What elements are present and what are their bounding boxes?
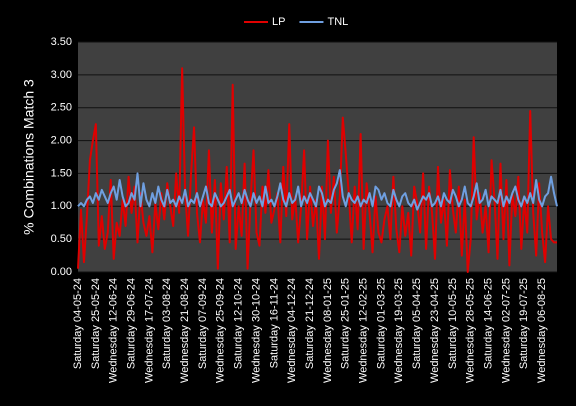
x-tick-label: Wednesday 04-12-24 bbox=[286, 278, 298, 383]
y-axis-label: % Combinations Match 3 bbox=[21, 79, 37, 235]
x-tick-label: Saturday 01-03-25 bbox=[375, 278, 387, 369]
x-tick-label: Saturday 04-05-24 bbox=[72, 278, 84, 369]
x-tick-label: Saturday 07-09-24 bbox=[197, 278, 209, 369]
x-tick-label: Wednesday 06-08-25 bbox=[536, 278, 548, 383]
y-tick-label: 0.50 bbox=[51, 233, 72, 245]
x-tick-label: Saturday 16-11-24 bbox=[268, 278, 280, 368]
x-tick-label: Saturday 03-08-24 bbox=[161, 278, 173, 369]
x-tick-label: Saturday 25-01-25 bbox=[340, 278, 352, 369]
x-tick-label: Saturday 10-05-25 bbox=[447, 278, 459, 369]
x-tick-label: Saturday 25-05-24 bbox=[90, 278, 102, 369]
x-tick-label: Wednesday 28-05-25 bbox=[465, 278, 477, 383]
y-tick-label: 1.50 bbox=[51, 167, 72, 179]
y-tick-label: 2.50 bbox=[51, 102, 72, 114]
line-series bbox=[77, 169, 558, 211]
x-tick-label: Wednesday 25-09-24 bbox=[215, 278, 227, 383]
x-tick-label: Saturday 12-10-24 bbox=[233, 278, 245, 369]
x-tick-label: Wednesday 23-04-25 bbox=[429, 278, 441, 383]
line-series bbox=[77, 67, 557, 273]
x-tick-label: Wednesday 19-03-25 bbox=[393, 278, 405, 383]
x-tick-label: Wednesday 30-10-24 bbox=[250, 278, 262, 383]
y-tick-label: 3.00 bbox=[51, 69, 72, 81]
x-tick-label: Wednesday 08-01-25 bbox=[322, 278, 334, 383]
x-tick-label: Wednesday 02-07-25 bbox=[500, 278, 512, 383]
x-tick-label: Wednesday 12-06-24 bbox=[108, 278, 120, 383]
y-tick-label: 1.00 bbox=[51, 200, 72, 212]
x-tick-label: Wednesday 12-02-25 bbox=[358, 278, 370, 383]
x-tick-label: Saturday 19-07-25 bbox=[518, 278, 530, 369]
y-tick-label: 3.50 bbox=[51, 36, 72, 48]
legend-label: LP bbox=[272, 16, 285, 28]
x-tick-label: Wednesday 21-08-24 bbox=[179, 278, 191, 383]
x-tick-label: Saturday 21-12-24 bbox=[304, 278, 316, 369]
x-tick-label: Saturday 05-04-25 bbox=[411, 278, 423, 369]
y-tick-label: 0.00 bbox=[51, 266, 72, 278]
x-tick-label: Saturday 29-06-24 bbox=[125, 278, 137, 369]
x-tick-label: Wednesday 17-07-24 bbox=[143, 278, 155, 383]
y-tick-label: 2.00 bbox=[51, 134, 72, 146]
x-tick-label: Saturday 14-06-25 bbox=[482, 278, 494, 369]
legend-label: TNL bbox=[327, 16, 348, 28]
